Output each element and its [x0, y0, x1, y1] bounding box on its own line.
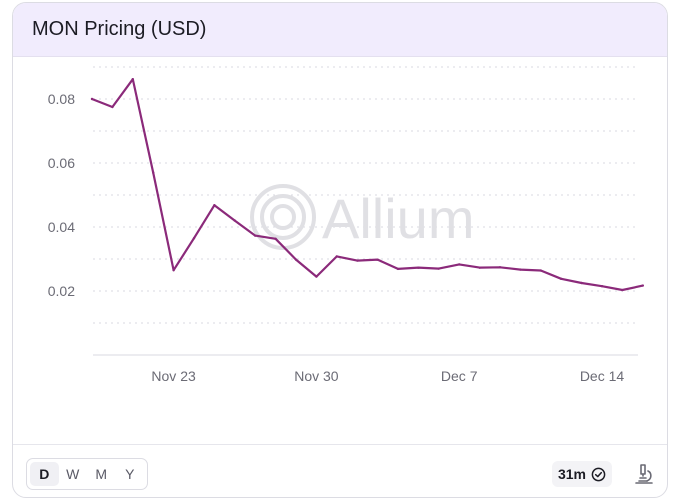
gridlines	[93, 66, 638, 356]
price-point	[641, 284, 644, 287]
x-tick-label: Dec 7	[441, 368, 478, 384]
price-point	[437, 267, 440, 270]
y-tick-label: 0.08	[48, 91, 75, 107]
price-point	[621, 288, 624, 292]
price-point	[376, 258, 379, 261]
price-point	[539, 269, 542, 272]
price-point	[254, 234, 257, 237]
price-point	[417, 266, 420, 269]
price-point	[335, 255, 338, 258]
price-point	[172, 269, 175, 272]
range-week-button[interactable]: W	[66, 466, 80, 482]
card-title: MON Pricing (USD)	[32, 18, 207, 40]
price-point	[233, 219, 236, 222]
chart-area: Allium 0.02 0.04 0.06 0.08 Nov 23 Nov 30 Dec …	[13, 57, 667, 445]
price-point	[274, 237, 277, 241]
price-point	[560, 277, 563, 281]
range-day-button[interactable]: D	[30, 462, 59, 486]
freshness-label: 31m	[557, 466, 587, 482]
price-point	[356, 259, 359, 262]
microscope-icon[interactable]	[632, 462, 656, 486]
x-tick-label: Nov 30	[294, 368, 339, 384]
price-point	[315, 275, 318, 278]
data-freshness-badge[interactable]: 31m	[552, 461, 612, 487]
price-points	[90, 77, 644, 292]
price-point	[580, 281, 583, 285]
y-tick-label: 0.02	[48, 283, 75, 299]
price-series-line	[90, 78, 644, 292]
allium-watermark: Allium	[250, 184, 474, 250]
card-footer: D W M Y 31m	[13, 444, 667, 497]
x-tick-label: Nov 23	[151, 368, 196, 384]
card-header: MON Pricing (USD)	[13, 3, 667, 57]
price-point	[294, 258, 298, 261]
price-line-chart: Allium 0.02 0.04 0.06 0.08 Nov 23 Nov 30 Dec …	[48, 66, 644, 384]
price-point	[111, 105, 114, 109]
range-month-button[interactable]: M	[95, 466, 108, 482]
price-point	[498, 266, 502, 269]
y-tick-label: 0.04	[48, 219, 75, 235]
x-axis-ticks: Nov 23 Nov 30 Dec 7 Dec 14	[151, 368, 624, 384]
price-point	[152, 171, 155, 174]
price-point	[192, 237, 196, 240]
x-tick-label: Dec 14	[580, 368, 625, 384]
price-point	[90, 97, 94, 101]
price-point	[213, 204, 216, 207]
price-point	[396, 267, 400, 271]
price-point	[131, 77, 134, 81]
time-range-selector: D W M Y	[26, 458, 148, 490]
price-point	[519, 268, 522, 271]
clock-check-icon	[591, 467, 606, 481]
allium-logo-icon	[250, 184, 316, 250]
price-point	[458, 263, 461, 266]
price-point	[478, 266, 481, 269]
y-tick-label: 0.06	[48, 155, 75, 171]
pricing-card: MON Pricing (USD) Allium 0.02 0.04 0.06 0.0…	[12, 2, 668, 498]
watermark-text: Allium	[322, 187, 474, 250]
y-axis-ticks: 0.02 0.04 0.06 0.08	[48, 91, 75, 299]
range-year-button[interactable]: Y	[125, 466, 135, 482]
price-point	[600, 285, 604, 288]
